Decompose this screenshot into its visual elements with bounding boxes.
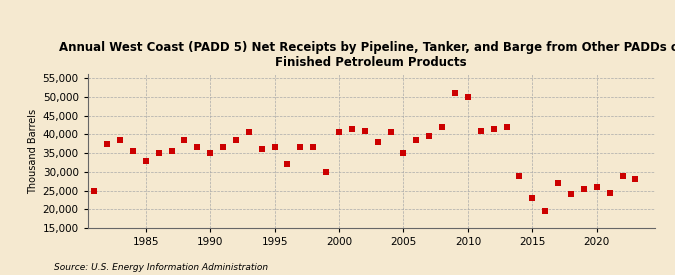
Point: [308, 145, 319, 150]
Point: [179, 138, 190, 142]
Point: [192, 145, 202, 150]
Point: [128, 149, 138, 153]
Point: [462, 95, 473, 99]
Point: [437, 125, 448, 129]
Point: [282, 162, 293, 167]
Point: [411, 138, 422, 142]
Point: [553, 181, 564, 185]
Point: [346, 126, 357, 131]
Point: [578, 187, 589, 191]
Point: [217, 145, 228, 150]
Point: [373, 140, 383, 144]
Point: [153, 151, 164, 155]
Point: [333, 130, 344, 135]
Point: [359, 128, 370, 133]
Point: [501, 125, 512, 129]
Point: [424, 134, 435, 138]
Point: [89, 188, 100, 193]
Point: [166, 149, 177, 153]
Point: [527, 196, 538, 200]
Point: [488, 126, 499, 131]
Point: [321, 170, 331, 174]
Title: Annual West Coast (PADD 5) Net Receipts by Pipeline, Tanker, and Barge from Othe: Annual West Coast (PADD 5) Net Receipts …: [59, 41, 675, 69]
Point: [450, 91, 460, 95]
Y-axis label: Thousand Barrels: Thousand Barrels: [28, 109, 38, 194]
Text: Source: U.S. Energy Information Administration: Source: U.S. Energy Information Administ…: [54, 263, 268, 272]
Point: [604, 190, 615, 195]
Point: [617, 174, 628, 178]
Point: [115, 138, 126, 142]
Point: [244, 130, 254, 135]
Point: [231, 138, 242, 142]
Point: [295, 145, 306, 150]
Point: [630, 177, 641, 182]
Point: [398, 151, 409, 155]
Point: [140, 158, 151, 163]
Point: [102, 142, 113, 146]
Point: [514, 174, 525, 178]
Point: [256, 147, 267, 152]
Point: [385, 130, 396, 135]
Point: [591, 185, 602, 189]
Point: [540, 209, 551, 214]
Point: [475, 128, 486, 133]
Point: [269, 145, 280, 150]
Point: [205, 151, 215, 155]
Point: [566, 192, 576, 197]
